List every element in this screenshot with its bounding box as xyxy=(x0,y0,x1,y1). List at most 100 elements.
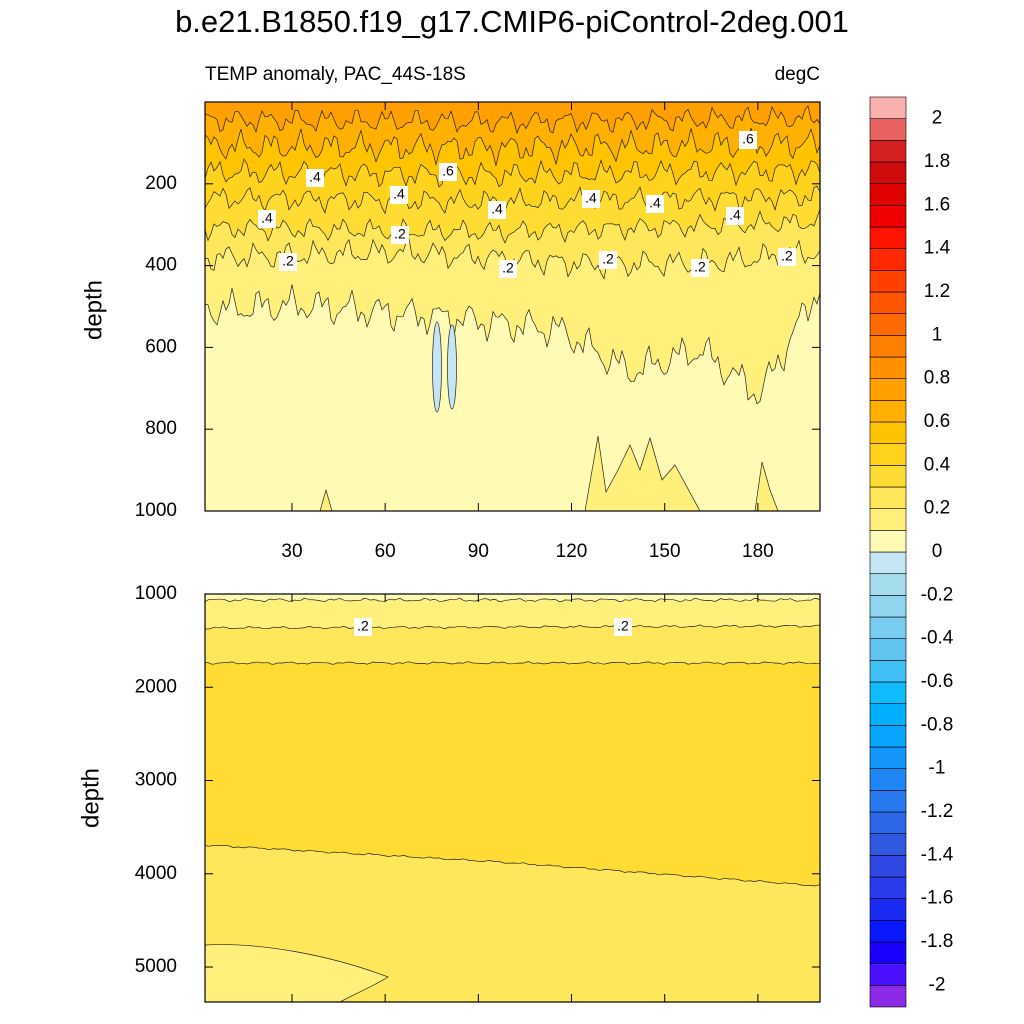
contour-label-box xyxy=(614,618,632,636)
colorbar-box xyxy=(869,356,907,379)
panel: .4 .6 .4 .4 .4 .4 .4 .4 .6 .2 .2 .2 .2 .2 .2 xyxy=(204,102,821,512)
contour-label-box xyxy=(279,253,297,271)
y-axis-label: depth xyxy=(77,768,104,828)
colorbar-label: 0.4 xyxy=(924,454,951,475)
contour-label-box xyxy=(599,251,617,269)
contour-label: .4 xyxy=(585,190,597,206)
contour-label-box xyxy=(354,618,372,636)
colorbar-box xyxy=(869,855,907,878)
colorbar-label: 0.2 xyxy=(924,498,950,519)
colorbar-label: 0.8 xyxy=(924,368,950,389)
contour-fill xyxy=(205,594,820,602)
contour-line xyxy=(204,624,821,630)
contour-label: .4 xyxy=(491,201,503,217)
x-tick-label: 30 xyxy=(281,541,302,562)
colorbar-box xyxy=(869,421,907,444)
y-tick-label: 2000 xyxy=(135,676,177,697)
contour-label-box xyxy=(488,201,506,219)
contour-fill xyxy=(447,324,457,410)
contour-line xyxy=(204,104,821,135)
contour-label: .2 xyxy=(282,253,294,269)
colorbar-label: -1.8 xyxy=(921,931,954,952)
contour-label-box xyxy=(391,226,409,244)
colorbar-box xyxy=(869,530,907,553)
y-tick-label: 1000 xyxy=(135,500,177,521)
contour-label: .4 xyxy=(261,210,273,226)
contour-label: .4 xyxy=(309,169,321,185)
contour-label: .2 xyxy=(394,226,406,242)
x-tick-label: 180 xyxy=(742,541,774,562)
colorbar-box xyxy=(869,746,907,769)
panel: .2 .2 xyxy=(204,594,821,1003)
y-tick-label: 600 xyxy=(145,336,177,357)
contour-label-box xyxy=(499,260,517,278)
contour-fill xyxy=(205,102,820,133)
chart-title: b.e21.B1850.f19_g17.CMIP6-piControl-2deg… xyxy=(175,4,849,39)
colorbar-box xyxy=(869,205,907,228)
contour-label-box xyxy=(582,190,600,208)
contour-label-box xyxy=(739,131,757,149)
contour-line xyxy=(204,127,821,166)
contour-label: .4 xyxy=(393,186,405,202)
colorbar-box xyxy=(869,963,907,986)
contour-line xyxy=(204,597,821,603)
colorbar-label: 1.8 xyxy=(924,151,950,172)
colorbar-box xyxy=(869,313,907,336)
colorbar-label: 2 xyxy=(932,108,943,129)
contour-fill xyxy=(432,321,442,413)
contour-label: .2 xyxy=(617,618,629,634)
colorbar-box xyxy=(869,118,907,141)
x-tick-label: 120 xyxy=(556,541,588,562)
colorbar-label: 1.4 xyxy=(924,238,951,259)
colorbar-box xyxy=(869,270,907,293)
colorbar-box xyxy=(869,161,907,184)
colorbar-box xyxy=(869,551,907,574)
subtitle: TEMP anomaly, PAC_44S-18S xyxy=(205,64,466,85)
y-tick-label: 3000 xyxy=(135,770,177,791)
colorbar-box xyxy=(869,573,907,596)
colorbar-box xyxy=(869,291,907,314)
colorbar-label: 0 xyxy=(932,541,943,562)
colorbar-label: -0.4 xyxy=(921,628,954,649)
y-tick-label: 200 xyxy=(145,173,177,194)
y-tick-label: 400 xyxy=(145,255,177,276)
units: degC xyxy=(775,64,820,85)
contour-line xyxy=(204,185,821,215)
contour-label-box xyxy=(258,210,276,228)
colorbar-box xyxy=(869,378,907,401)
contour-label-box xyxy=(306,169,324,187)
contour-label: .6 xyxy=(442,163,454,179)
colorbar-label: 1 xyxy=(932,324,943,345)
colorbar-box xyxy=(869,725,907,748)
colorbar-box xyxy=(869,595,907,618)
contour-label-box xyxy=(390,186,408,204)
contour-label: .2 xyxy=(781,248,793,264)
plot-frame xyxy=(204,101,821,512)
colorbar-box xyxy=(869,768,907,791)
colorbar-box xyxy=(869,465,907,488)
colorbar-label: -1.2 xyxy=(921,801,954,822)
x-tick-label: 60 xyxy=(375,541,396,562)
contour-label: .4 xyxy=(649,195,661,211)
contour-line xyxy=(204,661,821,665)
colorbar-box xyxy=(869,703,907,726)
colorbar-box xyxy=(869,248,907,271)
colorbar-box xyxy=(869,941,907,964)
colorbar-box xyxy=(869,96,907,119)
colorbar-label: -1.4 xyxy=(921,844,954,865)
colorbar-box xyxy=(869,876,907,899)
colorbar-box xyxy=(869,681,907,704)
contour-label-box xyxy=(726,207,744,225)
x-tick-label: 90 xyxy=(468,541,489,562)
contour-line xyxy=(204,844,821,887)
y-tick-label: 1000 xyxy=(135,583,177,604)
colorbar-label: -0.8 xyxy=(921,714,954,735)
colorbar-box xyxy=(869,833,907,856)
colorbar-box xyxy=(869,660,907,683)
contour-fill xyxy=(204,944,389,1003)
contour-label: .2 xyxy=(602,251,614,267)
colorbar-box xyxy=(869,443,907,466)
contour-label-box xyxy=(439,163,457,181)
colorbar-box xyxy=(869,335,907,358)
